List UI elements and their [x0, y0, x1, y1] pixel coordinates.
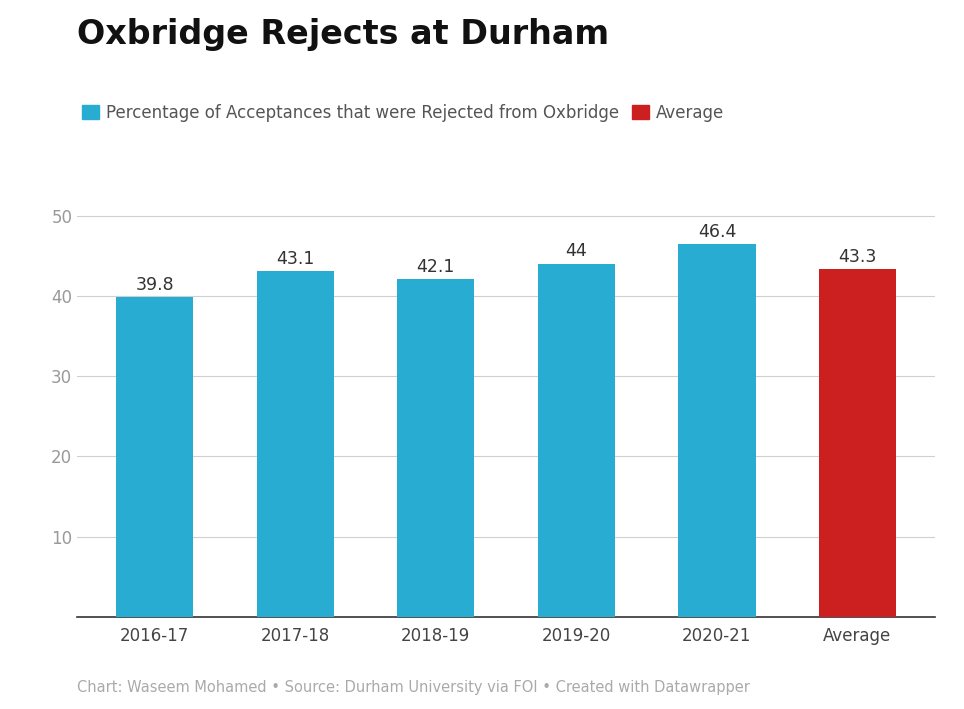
- Bar: [679, 245, 756, 617]
- Bar: [116, 297, 194, 617]
- Text: Oxbridge Rejects at Durham: Oxbridge Rejects at Durham: [77, 18, 609, 51]
- Text: 42.1: 42.1: [416, 257, 455, 276]
- Bar: [256, 271, 334, 617]
- Bar: [818, 269, 897, 617]
- Text: 39.8: 39.8: [136, 277, 174, 294]
- Bar: [397, 279, 474, 617]
- Legend: Percentage of Acceptances that were Rejected from Oxbridge, Average: Percentage of Acceptances that were Reje…: [76, 97, 731, 128]
- Bar: [538, 264, 615, 617]
- Text: 43.3: 43.3: [839, 248, 876, 266]
- Text: Chart: Waseem Mohamed • Source: Durham University via FOI • Created with Datawra: Chart: Waseem Mohamed • Source: Durham U…: [77, 680, 750, 695]
- Text: 43.1: 43.1: [276, 250, 314, 268]
- Text: 44: 44: [566, 242, 587, 260]
- Text: 46.4: 46.4: [698, 223, 736, 241]
